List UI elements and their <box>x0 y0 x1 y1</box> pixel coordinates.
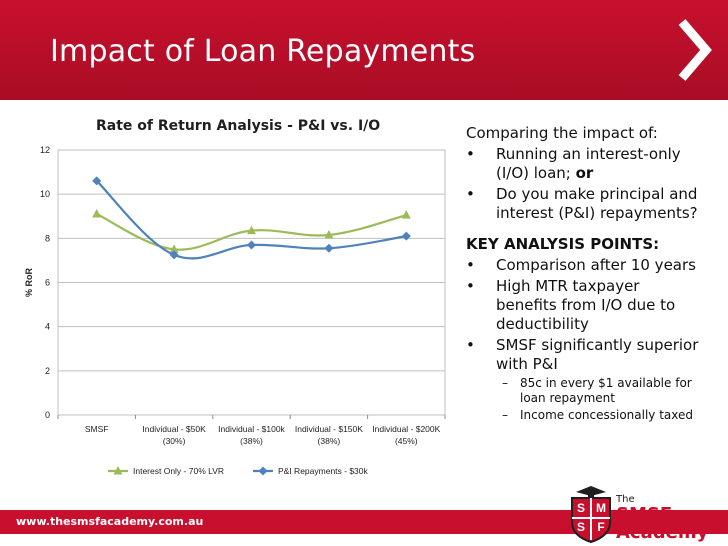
diamond-marker <box>247 240 256 250</box>
logo-academy-text: Academy <box>616 522 709 543</box>
bullet-icon: • <box>466 336 475 354</box>
line-chart: 0 2 4 6 8 10 12 SMSF Individual - $50K (30%) Indiv… <box>24 145 446 476</box>
bullet-icon: • <box>466 256 475 274</box>
chevron-right-icon <box>678 19 712 81</box>
dash-icon: – <box>502 376 508 390</box>
shield-letter: M <box>596 501 606 515</box>
triangle-marker <box>113 466 123 475</box>
dash-icon: – <box>502 408 508 422</box>
bullet-text: Do you make principal and <box>496 185 698 203</box>
diamond-marker <box>169 250 179 260</box>
x-tick-label: (30%) <box>163 436 186 446</box>
sub-bullet-85c: – 85c in every $1 available for loan rep… <box>466 376 726 406</box>
bullet-emphasis: or <box>575 164 594 182</box>
bullet-text: Running an interest-only <box>496 145 681 163</box>
y-tick-label: 4 <box>45 322 50 332</box>
x-tick-label: (38%) <box>318 436 341 446</box>
x-tick-label: Individual - $50K <box>142 424 206 434</box>
bullet-text: (I/O) loan; <box>496 164 576 182</box>
diamond-marker <box>401 231 411 241</box>
triangle-marker <box>169 244 179 253</box>
bullet-item-smsf: • SMSF significantly superior with P&I <box>466 336 726 374</box>
shield-icon: S M S F <box>571 486 611 544</box>
diamond-marker <box>92 176 102 186</box>
logo-the-text: The <box>616 494 635 505</box>
bullet-panel: Comparing the impact of: • Running an in… <box>466 124 726 423</box>
y-axis-label: % RoR <box>24 268 34 298</box>
legend-label: Interest Only - 70% LVR <box>133 466 224 476</box>
bullet-icon: • <box>466 185 475 203</box>
bullet-text: benefits from I/O due to <box>496 296 676 314</box>
logo-smsf-text: SMSF <box>616 504 673 525</box>
bullet-item-io: • Running an interest-only (I/O) loan; o… <box>466 145 726 183</box>
x-tick-label: (45%) <box>395 436 418 446</box>
y-tick-label: 8 <box>45 233 50 243</box>
x-tick-label: Individual - $200K <box>372 424 440 434</box>
shield-letter: S <box>577 520 585 534</box>
series-line-1 <box>95 180 407 260</box>
bullet-text: SMSF significantly superior <box>496 336 699 354</box>
shield-letter: S <box>577 501 585 515</box>
x-tick-label: SMSF <box>85 424 109 434</box>
bullet-text: High MTR taxpayer <box>496 277 640 295</box>
y-tick-label: 2 <box>45 366 50 376</box>
bullet-icon: • <box>466 145 475 163</box>
x-tick-label: Individual - $100k <box>218 424 285 434</box>
y-tick-label: 12 <box>40 145 50 155</box>
triangle-marker <box>324 230 334 239</box>
triangle-marker <box>247 225 256 235</box>
sub-bullet-text: loan repayment <box>520 391 615 405</box>
legend-label: P&I Repayments - $30k <box>278 466 369 476</box>
footer-url: www.thesmsfacademy.com.au <box>16 515 204 528</box>
bullet-text: deductibility <box>496 315 589 333</box>
bullet-text: interest (P&I) repayments? <box>496 204 698 222</box>
diamond-marker <box>324 243 334 253</box>
slide-title: Impact of Loan Repayments <box>50 34 476 69</box>
bullet-icon: • <box>466 277 475 295</box>
title-bar: Impact of Loan Repayments <box>0 0 728 100</box>
bullet-text: Comparison after 10 years <box>496 256 696 274</box>
bullet-item-pi: • Do you make principal and interest (P&… <box>466 185 726 223</box>
triangle-marker <box>92 209 102 218</box>
chart-title: Rate of Return Analysis - P&I vs. I/O <box>96 118 381 134</box>
x-tick-label: Individual - $150K <box>295 424 363 434</box>
sub-bullet-income: – Income concessionally taxed <box>466 408 726 423</box>
y-tick-label: 10 <box>40 189 50 199</box>
sub-bullet-text: 85c in every $1 available for <box>520 376 692 390</box>
triangle-marker <box>401 210 411 219</box>
bullet-item-comparison: • Comparison after 10 years <box>466 256 726 275</box>
intro-text: Comparing the impact of: <box>466 124 658 142</box>
bullet-text: with P&I <box>496 355 558 373</box>
y-tick-label: 0 <box>45 410 50 420</box>
sub-bullet-text: Income concessionally taxed <box>520 408 694 422</box>
shield-letter: F <box>597 520 604 534</box>
y-tick-label: 6 <box>45 278 50 288</box>
smsf-academy-logo: S M S F The SMSF Academy <box>568 484 718 544</box>
key-points-heading: KEY ANALYSIS POINTS: <box>466 235 660 253</box>
x-tick-label: (38%) <box>240 436 263 446</box>
bullet-item-mtr: • High MTR taxpayer benefits from I/O du… <box>466 277 726 334</box>
diamond-marker <box>258 466 268 476</box>
